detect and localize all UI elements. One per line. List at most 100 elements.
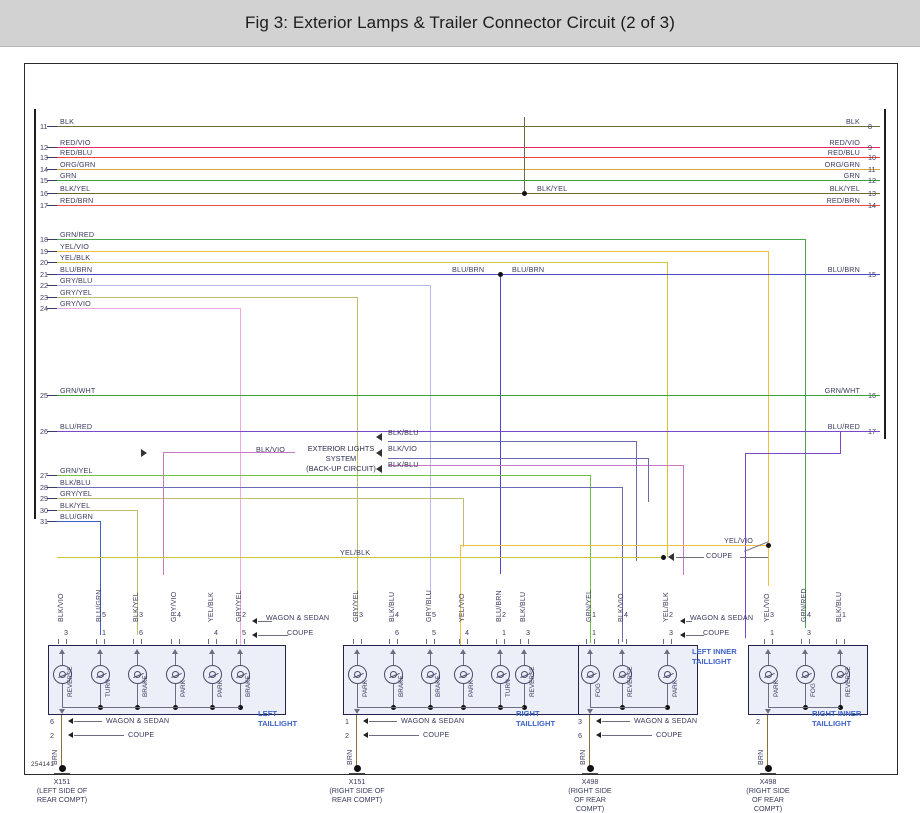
variant-arrow-label-2b xyxy=(680,632,685,638)
pin-top-2-4: 2 xyxy=(502,610,506,619)
left-pin-number-23: 23 xyxy=(40,293,48,302)
lamp-symbol-4-2 xyxy=(830,665,850,684)
lamp-filament-2-5 xyxy=(520,671,528,678)
pin-bottom-2-4: 1 xyxy=(502,628,506,637)
ground-designation-1: X151 (LEFT SIDE OF REAR COMPT) xyxy=(7,777,117,804)
yel-vio-label-lower: YEL/VIO xyxy=(724,536,754,545)
lamp-feed-arrow-4-2 xyxy=(836,649,843,654)
figure-header: Fig 3: Exterior Lamps & Trailer Connecto… xyxy=(0,0,920,46)
connector-name-line-4-2: TAILLIGHT xyxy=(812,719,852,728)
lamp-name-1-0: REVERSE xyxy=(67,666,74,697)
lamp-filament-1-2 xyxy=(133,671,141,678)
right-wire-label-8: BLK xyxy=(845,117,860,126)
wire-blk-blu-drop xyxy=(622,487,623,642)
left-bus-bar xyxy=(34,109,37,519)
lamp-feed-arrow-4-0 xyxy=(764,649,771,654)
left-pin-number-17: 17 xyxy=(40,201,48,210)
wire-yel-vio-lower-drop xyxy=(460,545,461,659)
diagram-id-number: 254141 xyxy=(31,761,55,768)
terminal-stub-30 xyxy=(47,510,57,511)
lamp-symbol-1-1 xyxy=(90,665,110,684)
connector-name-line-1-1: LEFT xyxy=(258,709,277,718)
wire-blk-blu-sys-2 xyxy=(388,458,648,459)
system-output-label-2: BLK/VIO xyxy=(388,444,418,453)
lamp-feed-arrow-2-1 xyxy=(389,649,396,654)
wire-blu-grn xyxy=(57,521,100,522)
ground-id-4: X498 xyxy=(759,777,777,786)
variant-label-top-2: WAGON & SEDAN xyxy=(401,716,465,725)
lamp-return-1-5 xyxy=(239,684,241,707)
left-wire-label-14: ORG/GRN xyxy=(60,160,96,169)
ground-symbol-bar-2 xyxy=(349,773,365,774)
right-pin-number-11: 11 xyxy=(868,165,876,174)
left-pin-number-16: 16 xyxy=(40,189,48,198)
lamp-symbol-2-4 xyxy=(490,665,510,684)
system-block-line-2: SYSTEM xyxy=(325,454,357,463)
arrow-coupe-yel-blk xyxy=(668,553,674,561)
lamp-filament-1-1 xyxy=(96,671,104,678)
left-pin-number-24: 24 xyxy=(40,304,48,313)
wire-red-brn xyxy=(57,205,880,206)
wire-vlabel-yel-vio-2-3: YEL/VIO xyxy=(459,593,466,622)
wire-gry-yel-b-drop xyxy=(463,498,464,547)
pin-bottom-2-5: 3 xyxy=(526,628,530,637)
wire-yel-vio-drop xyxy=(768,251,769,586)
ground-id-1: X151 xyxy=(53,777,71,786)
left-pin-number-30: 30 xyxy=(40,506,48,515)
lamp-name-2-4: TURN xyxy=(505,679,512,697)
terminal-cap-1-0 xyxy=(57,639,67,644)
lamp-symbol-1-2 xyxy=(127,665,147,684)
wire-gry-yel-a xyxy=(57,297,357,298)
terminal-stub-28 xyxy=(47,487,57,488)
wire-yel-vio xyxy=(57,251,768,252)
lamp-symbol-3-2 xyxy=(657,665,677,684)
terminal-cap-2-3 xyxy=(458,639,468,644)
wire-grn-yel-drop xyxy=(590,475,591,643)
variant-label-wires-2b: COUPE xyxy=(703,628,730,637)
lamp-return-2-0 xyxy=(356,684,358,707)
wire-blu-red-drop xyxy=(840,431,841,453)
lamp-return-2-4 xyxy=(499,684,501,707)
lamp-filament-1-5 xyxy=(236,671,244,678)
page-title: Fig 3: Exterior Lamps & Trailer Connecto… xyxy=(244,13,675,32)
lamp-feed-line-2-4 xyxy=(499,653,501,665)
lamp-name-2-0: PARK xyxy=(362,680,369,697)
ground-desc-line-3-3: COMPT) xyxy=(575,804,605,813)
terminal-stub-20 xyxy=(47,262,57,263)
left-wire-label-29: GRY/YEL xyxy=(60,489,93,498)
variant-arrow-label-1a xyxy=(252,618,257,624)
connector-ground-rail-1 xyxy=(62,707,240,708)
left-wire-label-27: GRN/YEL xyxy=(60,466,93,475)
ground-desc-line-1-2: REAR COMPT) xyxy=(36,795,88,804)
connector-name-line-1-2: TAILLIGHT xyxy=(258,719,298,728)
lamp-name-1-4: PARK xyxy=(217,680,224,697)
lamp-name-3-2: PARK xyxy=(672,680,679,697)
left-wire-label-13: RED/BLU xyxy=(60,148,93,157)
lamp-feed-arrow-2-3 xyxy=(459,649,466,654)
lamp-name-2-2: BRAKE xyxy=(435,675,442,697)
ground-wire-label-2: BRN xyxy=(347,749,354,765)
left-pin-number-19: 19 xyxy=(40,247,48,256)
variant-leader-bottom-2 xyxy=(369,735,419,736)
ground-pin-top-4: 2 xyxy=(756,717,760,726)
right-wire-label-16: GRN/WHT xyxy=(824,386,860,395)
lamp-feed-line-2-5 xyxy=(523,653,525,665)
ground-desc-line-4-1: (RIGHT SIDE xyxy=(746,786,790,795)
right-wire-label-13: BLK/YEL xyxy=(829,184,860,193)
terminal-cap-2-2 xyxy=(425,639,435,644)
lamp-feed-line-2-0 xyxy=(356,653,358,665)
lamp-symbol-4-0 xyxy=(758,665,778,684)
left-wire-label-12: RED/VIO xyxy=(60,138,91,147)
lamp-feed-line-1-1 xyxy=(99,653,101,665)
pin-top-3-2: 2 xyxy=(669,610,673,619)
pin-top-1-3: 4 xyxy=(177,610,181,619)
terminal-cap-1-3 xyxy=(170,639,180,644)
inline-label-blu-brn-left: BLU/BRN xyxy=(452,265,485,274)
lamp-symbol-1-3 xyxy=(165,665,185,684)
wire-blk-blu-sys-2-drop xyxy=(648,458,649,502)
connector-ground-arrow-4 xyxy=(764,709,771,714)
junction-yel-blk-coupe xyxy=(660,554,666,560)
lamp-feed-arrow-3-0 xyxy=(586,649,593,654)
wire-yel-blk xyxy=(57,262,667,263)
variant-leader-bottom-1 xyxy=(74,735,124,736)
